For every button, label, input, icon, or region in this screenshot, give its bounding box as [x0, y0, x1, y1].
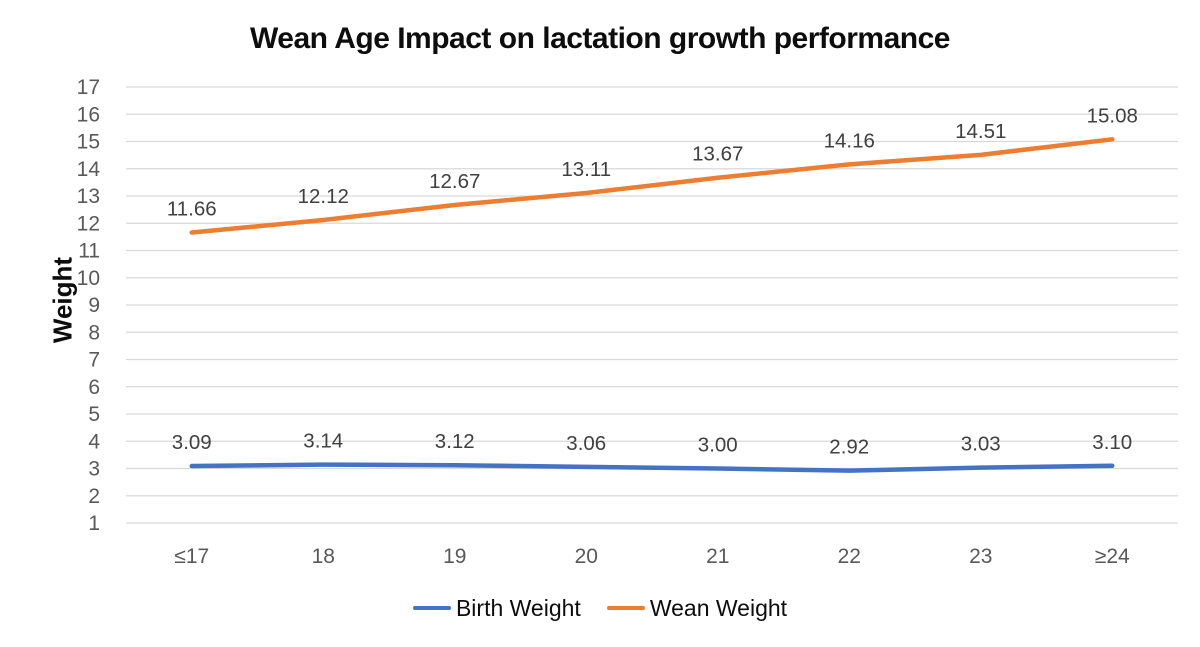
data-label-wean-weight: 12.12	[298, 185, 349, 208]
data-label-birth-weight: 3.10	[1092, 431, 1132, 454]
y-tick-label: 16	[77, 103, 100, 126]
data-label-wean-weight: 11.66	[167, 198, 217, 221]
x-tick-label: ≤17	[174, 545, 209, 568]
y-tick-label: 9	[88, 294, 100, 317]
data-label-wean-weight: 13.67	[692, 143, 743, 166]
legend-label-birth-weight: Birth Weight	[455, 594, 581, 621]
legend-item-birth-weight: Birth Weight	[412, 594, 581, 622]
data-label-birth-weight: 3.00	[698, 434, 738, 457]
data-label-wean-weight: 12.67	[429, 170, 480, 193]
y-tick-label: 17	[77, 76, 100, 99]
y-tick-label: 1	[88, 512, 100, 535]
y-tick-label: 10	[77, 267, 100, 290]
legend-swatch-wean-weight	[606, 605, 645, 611]
x-tick-label: 22	[838, 545, 861, 568]
x-tick-label: 18	[312, 545, 335, 568]
y-tick-label: 15	[77, 131, 100, 154]
data-label-wean-weight: 13.11	[561, 158, 611, 181]
data-label-wean-weight: 14.16	[824, 129, 875, 152]
x-tick-label: 23	[969, 545, 992, 568]
series-line-wean-weight	[189, 137, 1115, 235]
data-label-birth-weight: 3.03	[961, 433, 1001, 456]
y-tick-label: 7	[88, 349, 100, 372]
data-label-birth-weight: 3.12	[435, 430, 475, 453]
data-label-wean-weight: 14.51	[955, 120, 1006, 143]
legend-item-wean-weight: Wean Weight	[606, 594, 788, 622]
y-tick-label: 12	[77, 212, 100, 235]
legend-label-wean-weight: Wean Weight	[649, 594, 788, 621]
y-tick-label: 2	[88, 485, 100, 508]
series-line-birth-weight	[189, 462, 1115, 473]
y-tick-label: 6	[88, 376, 100, 399]
y-tick-label: 8	[88, 321, 100, 344]
x-tick-label: 20	[575, 545, 598, 568]
data-label-birth-weight: 3.14	[303, 430, 343, 453]
legend-swatch-birth-weight	[412, 605, 451, 611]
y-tick-label: 3	[88, 458, 100, 481]
x-tick-label: 21	[706, 545, 729, 568]
y-tick-label: 13	[77, 185, 100, 208]
data-label-birth-weight: 2.92	[829, 436, 869, 459]
legend: Birth Weight Wean Weight	[0, 590, 1200, 626]
y-tick-label: 14	[77, 158, 101, 181]
x-tick-label: ≥24	[1095, 545, 1130, 568]
x-tick-label: 19	[443, 545, 466, 568]
y-tick-label: 4	[88, 430, 100, 453]
data-label-birth-weight: 3.09	[172, 431, 212, 454]
y-tick-label: 5	[88, 403, 100, 426]
data-label-wean-weight: 15.08	[1087, 104, 1138, 127]
chart-title: Wean Age Impact on lactation growth perf…	[250, 22, 950, 55]
data-label-birth-weight: 3.06	[566, 432, 606, 455]
y-tick-label: 11	[78, 240, 100, 263]
